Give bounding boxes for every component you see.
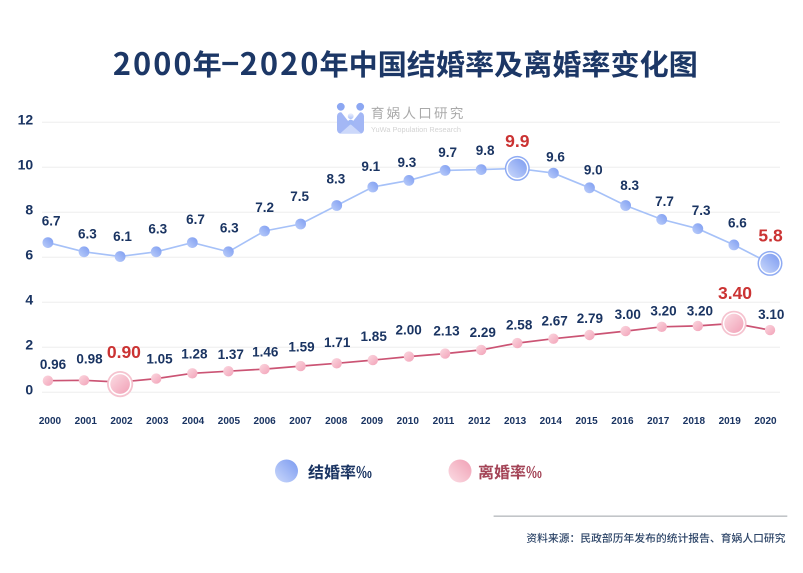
svg-text:3.10: 3.10	[758, 307, 784, 322]
svg-text:6.1: 6.1	[113, 229, 132, 244]
svg-text:6.7: 6.7	[186, 212, 205, 227]
svg-text:10: 10	[18, 157, 34, 173]
svg-text:2006: 2006	[253, 416, 276, 427]
svg-text:2012: 2012	[468, 416, 491, 427]
svg-text:2.13: 2.13	[433, 323, 460, 338]
svg-text:6.6: 6.6	[728, 216, 747, 231]
svg-text:12: 12	[18, 112, 34, 128]
svg-text:3.20: 3.20	[687, 303, 713, 318]
svg-text:9.0: 9.0	[584, 163, 603, 178]
svg-text:7.2: 7.2	[255, 200, 274, 215]
svg-text:9.8: 9.8	[476, 143, 495, 158]
svg-text:1.71: 1.71	[324, 335, 351, 350]
svg-text:1.37: 1.37	[218, 347, 244, 362]
svg-text:9.3: 9.3	[398, 155, 417, 170]
svg-text:2010: 2010	[397, 416, 420, 427]
svg-text:8.3: 8.3	[327, 172, 346, 187]
svg-text:2009: 2009	[361, 416, 384, 427]
svg-text:5.8: 5.8	[758, 225, 783, 245]
svg-text:0: 0	[25, 382, 33, 398]
svg-text:2004: 2004	[182, 416, 205, 427]
svg-text:8: 8	[25, 202, 33, 218]
svg-text:2018: 2018	[683, 416, 706, 427]
svg-text:2001: 2001	[75, 416, 98, 427]
svg-text:2005: 2005	[218, 416, 241, 427]
svg-text:2.79: 2.79	[577, 311, 603, 326]
svg-text:2013: 2013	[504, 416, 527, 427]
svg-text:2.29: 2.29	[470, 325, 496, 340]
svg-text:2002: 2002	[110, 416, 133, 427]
svg-text:6.3: 6.3	[220, 221, 239, 236]
svg-text:3.40: 3.40	[718, 283, 752, 303]
svg-text:0.98: 0.98	[76, 351, 103, 366]
svg-text:2000: 2000	[39, 416, 62, 427]
svg-text:1.46: 1.46	[252, 345, 279, 360]
svg-text:7.3: 7.3	[692, 203, 711, 218]
svg-text:1.28: 1.28	[181, 346, 208, 361]
svg-text:2019: 2019	[719, 416, 742, 427]
svg-text:6.3: 6.3	[148, 222, 167, 237]
svg-text:2: 2	[25, 337, 33, 353]
svg-text:2003: 2003	[146, 416, 169, 427]
svg-text:2017: 2017	[647, 416, 670, 427]
svg-text:6: 6	[25, 247, 33, 263]
svg-text:2.00: 2.00	[395, 323, 421, 338]
svg-text:1.05: 1.05	[146, 351, 173, 366]
svg-text:2.67: 2.67	[541, 313, 567, 328]
svg-text:2015: 2015	[575, 416, 598, 427]
svg-text:9.9: 9.9	[505, 131, 530, 151]
svg-text:7.7: 7.7	[655, 194, 674, 209]
svg-text:3.20: 3.20	[650, 304, 676, 319]
svg-text:2020: 2020	[754, 416, 777, 427]
svg-text:YuWa Population Research: YuWa Population Research	[371, 125, 461, 134]
svg-text:2.58: 2.58	[506, 317, 533, 332]
svg-text:2007: 2007	[289, 416, 312, 427]
svg-text:8.3: 8.3	[620, 178, 639, 193]
svg-text:0.96: 0.96	[40, 357, 67, 372]
svg-text:2016: 2016	[611, 416, 634, 427]
svg-text:1.85: 1.85	[361, 329, 388, 344]
svg-text:9.7: 9.7	[438, 145, 457, 160]
svg-text:0.90: 0.90	[107, 342, 141, 362]
svg-text:3.00: 3.00	[615, 307, 641, 322]
svg-text:9.1: 9.1	[361, 159, 380, 174]
svg-text:9.6: 9.6	[546, 150, 565, 165]
svg-text:2008: 2008	[325, 416, 348, 427]
svg-text:1.59: 1.59	[288, 339, 314, 354]
svg-text:2014: 2014	[540, 416, 563, 427]
svg-text:6.3: 6.3	[78, 226, 97, 241]
svg-text:4: 4	[25, 292, 33, 308]
svg-text:6.7: 6.7	[42, 214, 61, 229]
svg-text:2011: 2011	[433, 416, 455, 427]
svg-text:7.5: 7.5	[290, 189, 309, 204]
